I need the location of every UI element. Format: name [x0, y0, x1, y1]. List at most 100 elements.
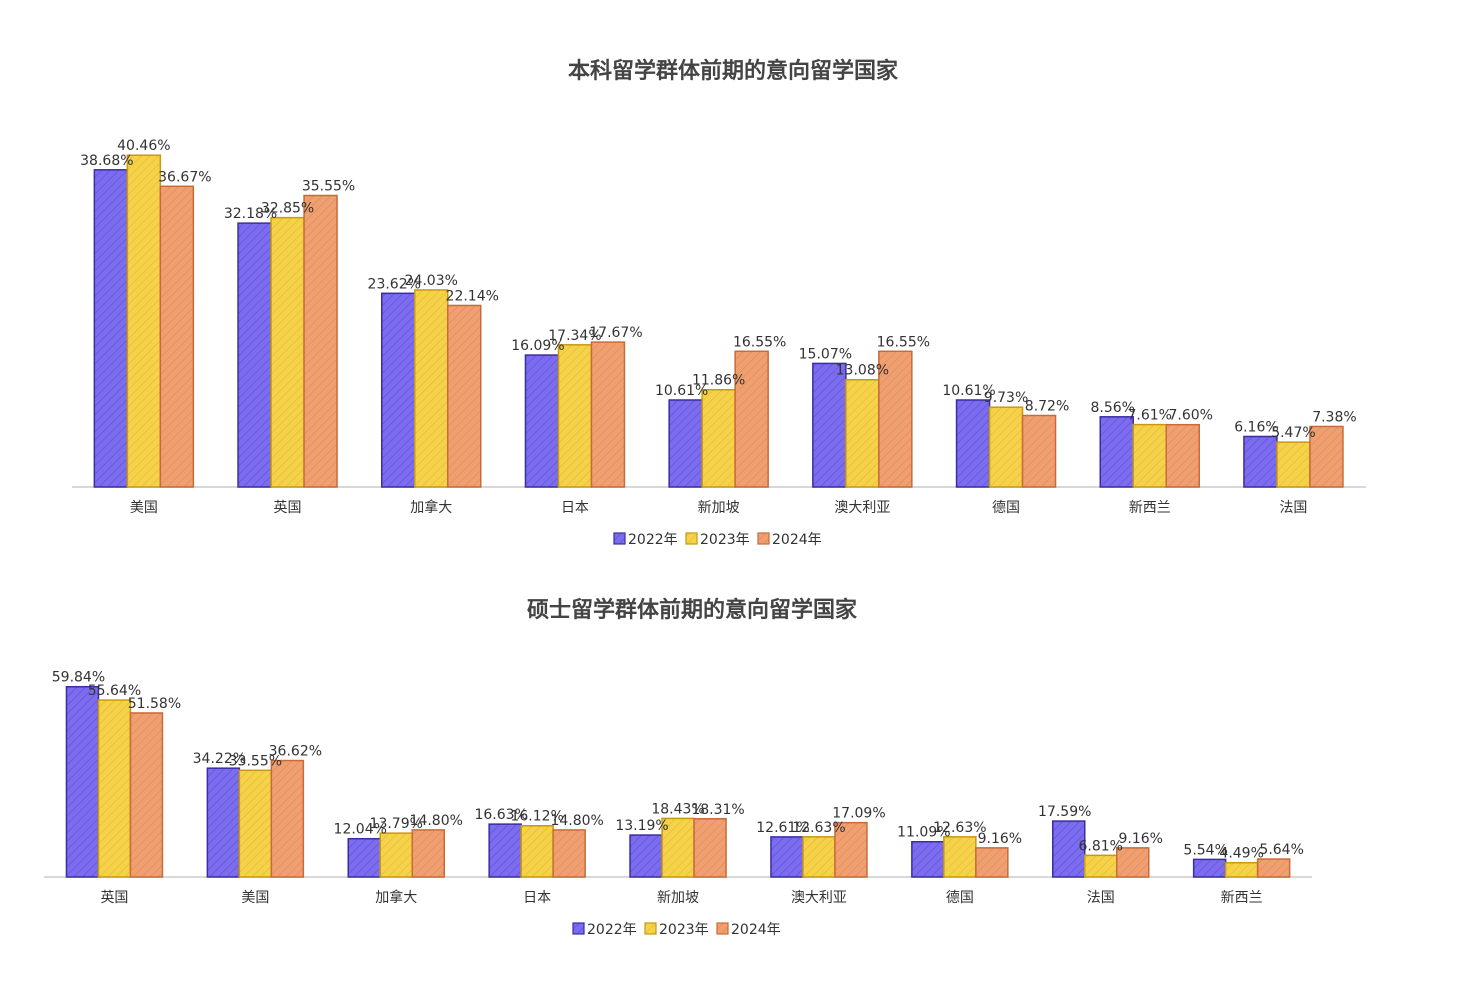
data-label: 10.61%: [942, 383, 995, 399]
bar: [129, 712, 164, 878]
data-label: 10.61%: [655, 383, 708, 399]
data-label: 18.31%: [691, 802, 744, 818]
bar: [845, 378, 880, 488]
legend: 2022年 2023年 2024年: [613, 532, 822, 548]
legend-swatch: [613, 532, 626, 545]
category-label: 法国: [1087, 890, 1115, 906]
bar: [668, 399, 703, 488]
data-label: 17.67%: [589, 325, 642, 341]
bar: [414, 289, 449, 488]
data-label: 13.79%: [370, 816, 423, 832]
legend-label: 2022年: [587, 922, 637, 938]
category-label: 日本: [561, 500, 589, 516]
bar: [270, 759, 305, 878]
bar: [1052, 820, 1086, 878]
chart-1: 本科留学群体前期的意向留学国家 38.68%40.46% 36.67% 美国 32.18…: [72, 58, 1366, 548]
data-label: 17.59%: [1038, 804, 1091, 820]
data-label: 59.84%: [52, 670, 105, 686]
data-label: 7.61%: [1128, 408, 1172, 424]
data-label: 11.09%: [897, 825, 950, 841]
data-label: 55.64%: [88, 683, 141, 699]
data-label: 14.80%: [410, 813, 463, 829]
data-label: 51.58%: [128, 696, 181, 712]
data-label: 32.18%: [224, 206, 277, 222]
data-label: 23.62%: [368, 276, 421, 292]
bar: [159, 185, 195, 488]
data-label: 36.67%: [158, 169, 211, 185]
bar: [1256, 858, 1291, 878]
bar: [1165, 423, 1200, 488]
data-label: 16.09%: [511, 338, 564, 354]
bar: [1116, 847, 1150, 878]
data-label: 35.55%: [302, 178, 355, 194]
bar: [693, 818, 727, 878]
bar: [557, 344, 593, 488]
bar: [411, 829, 445, 878]
chart-2: 硕士留学群体前期的意向留学国家 59.84%55.64%51.58% 英国 34.22…: [44, 597, 1312, 938]
category-label: 新西兰: [1129, 500, 1171, 516]
data-label: 5.47%: [1271, 425, 1315, 441]
bar: [1224, 861, 1259, 878]
data-label: 12.04%: [334, 822, 387, 838]
legend-swatch: [716, 922, 729, 935]
data-label: 16.63%: [474, 807, 527, 823]
bar: [1192, 858, 1227, 878]
bar: [1276, 441, 1311, 488]
bar: [988, 406, 1024, 488]
bar: [447, 304, 482, 488]
bar: [381, 292, 416, 488]
bar: [629, 834, 663, 878]
category-label: 美国: [241, 890, 269, 906]
category-label: 法国: [1279, 500, 1307, 516]
bar: [347, 837, 381, 878]
data-label: 8.56%: [1091, 400, 1135, 416]
bar: [238, 769, 273, 878]
bar: [911, 840, 945, 878]
data-label: 36.62%: [269, 744, 322, 760]
bar: [520, 824, 554, 878]
bar: [1099, 416, 1134, 488]
data-label: 15.07%: [799, 346, 852, 362]
legend: 2022年 2023年 2024年: [572, 922, 781, 938]
bar: [65, 685, 100, 878]
bar: [1309, 425, 1344, 488]
data-label: 33.55%: [229, 753, 282, 769]
data-label: 13.19%: [615, 818, 668, 834]
data-label: 22.14%: [446, 288, 499, 304]
data-label: 17.09%: [832, 806, 885, 822]
data-label: 8.72%: [1025, 398, 1069, 414]
bar: [701, 388, 736, 488]
category-label: 新西兰: [1221, 890, 1263, 906]
data-label: 9.73%: [984, 390, 1028, 406]
data-label: 40.46%: [117, 138, 170, 154]
legend-label: 2022年: [628, 532, 678, 548]
data-label: 4.49%: [1219, 846, 1263, 862]
data-label: 5.64%: [1259, 842, 1303, 858]
data-label: 38.68%: [80, 153, 133, 169]
legend-label: 2024年: [731, 922, 781, 938]
category-label: 英国: [274, 499, 302, 516]
data-label: 16.12%: [510, 809, 563, 825]
bar: [488, 823, 522, 878]
data-label: 7.60%: [1169, 408, 1213, 424]
data-label: 11.86%: [692, 373, 745, 389]
data-label: 17.34%: [548, 328, 601, 344]
data-label: 6.16%: [1234, 419, 1278, 435]
data-label: 18.43%: [651, 801, 704, 817]
data-label: 5.54%: [1183, 842, 1227, 858]
bar: [303, 194, 338, 488]
bar: [126, 154, 162, 488]
data-label: 9.16%: [978, 831, 1022, 847]
data-label: 24.03%: [405, 273, 458, 289]
data-label: 6.81%: [1079, 838, 1123, 854]
bar: [878, 350, 913, 488]
bar: [1132, 423, 1167, 488]
bar: [93, 169, 129, 488]
data-label: 32.85%: [261, 201, 314, 217]
bar: [206, 767, 241, 878]
data-label: 13.08%: [836, 363, 889, 379]
bar: [812, 362, 847, 488]
category-label: 日本: [523, 890, 551, 906]
